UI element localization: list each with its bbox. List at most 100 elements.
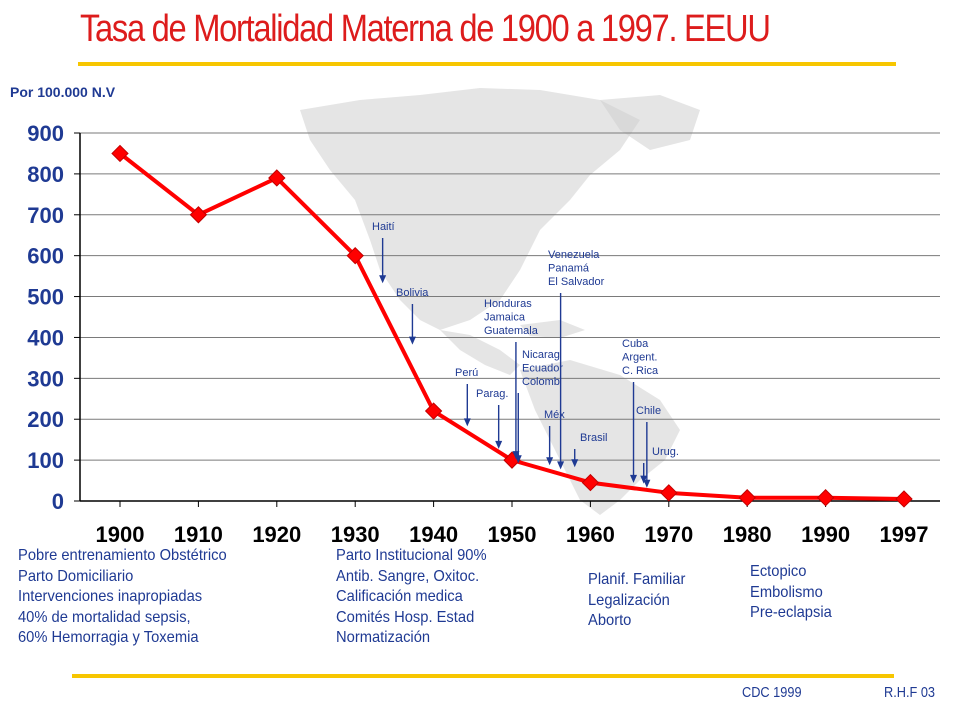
data-markers — [111, 144, 913, 508]
annotation-label: Bolivia — [396, 287, 429, 299]
annotation-arrow-head — [495, 440, 503, 449]
y-tick-labels: 0 100 200 300 400 500 600 700 800 900 — [27, 121, 64, 514]
cause-line: Ectopico — [750, 563, 807, 580]
annotation-label: El Salvador — [548, 276, 605, 288]
annotation-label: Haití — [372, 221, 395, 233]
cause-line: 40% de mortalidad sepsis, — [18, 608, 191, 626]
y-tick-label-100: 100 — [27, 448, 64, 473]
annotation-label: Nicarag — [522, 349, 560, 361]
x-tick-label-1970: 1970 — [644, 522, 693, 547]
annotation-arrow-head — [643, 479, 651, 488]
data-point-1910 — [189, 206, 208, 224]
data-point-1970 — [660, 484, 678, 502]
y-axis-unit-label: Por 100.000 N.V — [10, 84, 116, 100]
data-point-1920 — [268, 169, 286, 187]
source-label: CDC 1999 — [742, 684, 802, 701]
y-tick-label-900: 900 — [27, 121, 64, 146]
annotation-arrow-head — [379, 275, 387, 284]
causes-block-early: Pobre entrenamiento Obstétrico Parto Domi… — [18, 546, 227, 649]
page-title: Tasa de Mortalidad Materna de 1900 a 199… — [80, 8, 771, 50]
annotation-label: Guatemala — [484, 325, 539, 337]
annotation-bolivia: Bolivia — [396, 287, 429, 345]
annotation-label: Ecuador — [522, 363, 563, 375]
x-tick-label-1997: 1997 — [880, 522, 929, 547]
annotation-label: Urug. — [652, 446, 679, 458]
annotation-label: C. Rica — [622, 365, 659, 377]
north-america-shape — [300, 88, 640, 330]
cause-line: Embolismo — [750, 583, 823, 601]
y-tick-label-300: 300 — [27, 366, 64, 391]
footer-underline — [72, 674, 894, 678]
annotation-arrow-head — [557, 461, 565, 470]
country-annotations: Haití Bolivia Perú Parag. Honduras JamaicaGua… — [372, 221, 679, 488]
cause-line: Pre-eclapsia — [750, 604, 832, 621]
y-tick-label-0: 0 — [52, 489, 64, 514]
annotation-arrow-head — [514, 455, 522, 464]
annotation-brasil: Brasil — [571, 432, 608, 468]
x-tick-label-1960: 1960 — [566, 522, 615, 547]
cause-line: Aborto — [588, 612, 632, 629]
causes-block-family-planning: Planif. Familiar Legalización Aborto — [588, 570, 685, 632]
x-tick-label-1910: 1910 — [174, 522, 223, 547]
annotation-label: Venezuela — [548, 249, 600, 261]
y-tick-label-700: 700 — [27, 203, 64, 228]
annotation-chile: Chile — [636, 405, 661, 488]
annotation-label: Jamaica — [484, 312, 526, 324]
annotation-label: Brasil — [580, 432, 608, 444]
annotation-label: Parag. — [476, 388, 508, 400]
annotation-label: Cuba — [622, 338, 649, 350]
annotation-arrow-head — [571, 459, 579, 468]
causes-block-mid: Parto Institucional 90% Antib. Sangre, Ox… — [336, 546, 487, 649]
title-underline — [78, 62, 896, 66]
cause-line: 60% Hemorragia y Toxemia — [18, 629, 199, 646]
causes-block-late: Ectopico Embolismo Pre-eclapsia — [750, 562, 832, 624]
annotation-parag: Parag. — [476, 388, 508, 449]
cause-line: Comités Hosp. Estad — [336, 608, 475, 626]
annotation-arrow-head — [546, 457, 554, 466]
annotation-label: Panamá — [548, 263, 590, 275]
annotation-arrow-head — [630, 474, 638, 483]
data-point-1960 — [581, 473, 600, 492]
cause-line: Antib. Sangre, Oxitoc. — [336, 567, 480, 585]
y-tick-label-400: 400 — [27, 325, 64, 350]
x-tick-labels: 1900 1910 1920 1930 1940 1950 1960 1970 1980 1990… — [96, 522, 929, 547]
x-tick-label-1980: 1980 — [723, 522, 772, 547]
y-tick-label-500: 500 — [27, 285, 64, 310]
annotation-label: Honduras — [484, 298, 532, 310]
annotation-cuba: Cuba Argent.C. Rica — [622, 338, 659, 483]
data-point-1990 — [816, 489, 835, 507]
x-tick-label-1950: 1950 — [488, 522, 537, 547]
annotation-arrow-head — [408, 336, 416, 345]
y-tick-label-200: 200 — [27, 407, 64, 432]
cause-line: Parto Institucional 90% — [336, 547, 487, 564]
data-point-1930 — [346, 246, 364, 265]
annotation-label: Chile — [636, 405, 661, 417]
annotation-hait: Haití — [372, 221, 395, 284]
annotation-per: Perú — [455, 367, 478, 427]
annotation-arrow-head — [463, 418, 471, 427]
cause-line: Planif. Familiar — [588, 571, 686, 588]
cause-line: Intervenciones inapropiadas — [18, 588, 203, 605]
annotation-label: Colomb — [522, 376, 560, 388]
x-tick-label-1940: 1940 — [409, 522, 458, 547]
greenland-shape — [600, 95, 700, 150]
annotation-arrow-head — [640, 475, 648, 484]
cause-line: Parto Domiciliario — [18, 567, 134, 585]
x-tick-label-1930: 1930 — [331, 522, 380, 547]
caribbean-shape — [520, 320, 585, 338]
cause-line: Legalización — [588, 591, 670, 609]
y-tick-label-800: 800 — [27, 162, 64, 187]
data-point-1980 — [738, 489, 756, 507]
x-tick-label-1990: 1990 — [801, 522, 850, 547]
data-point-1940 — [424, 402, 443, 420]
annotation-label: Argent. — [622, 352, 657, 364]
data-point-1997 — [895, 490, 913, 508]
y-tick-label-600: 600 — [27, 244, 64, 269]
cause-line: Pobre entrenamiento Obstétrico — [18, 547, 227, 564]
annotation-label: Perú — [455, 367, 478, 379]
author-label: R.H.F 03 — [884, 684, 936, 701]
